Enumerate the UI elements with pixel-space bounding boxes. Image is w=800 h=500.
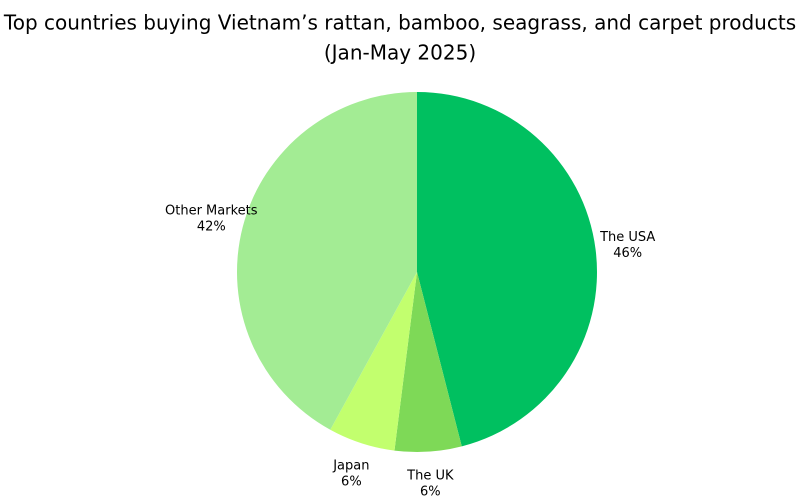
- pie-slice: [330, 272, 417, 451]
- chart-subtitle: (Jan-May 2025): [324, 41, 476, 65]
- slice-label: The USA: [599, 230, 655, 245]
- slice-label: The UK: [406, 468, 454, 483]
- value-label: 6%: [341, 475, 362, 490]
- value-label: 42%: [197, 220, 226, 235]
- pie-slice: [394, 272, 462, 453]
- pie-slice: [237, 92, 417, 430]
- slice-label: Other Markets: [165, 204, 258, 219]
- chart-title: Top countries buying Vietnam’s rattan, b…: [3, 11, 796, 35]
- pie-slice: [417, 92, 598, 447]
- value-label: 46%: [613, 246, 642, 261]
- slice-label: Japan: [332, 459, 369, 474]
- value-label: 6%: [420, 484, 441, 499]
